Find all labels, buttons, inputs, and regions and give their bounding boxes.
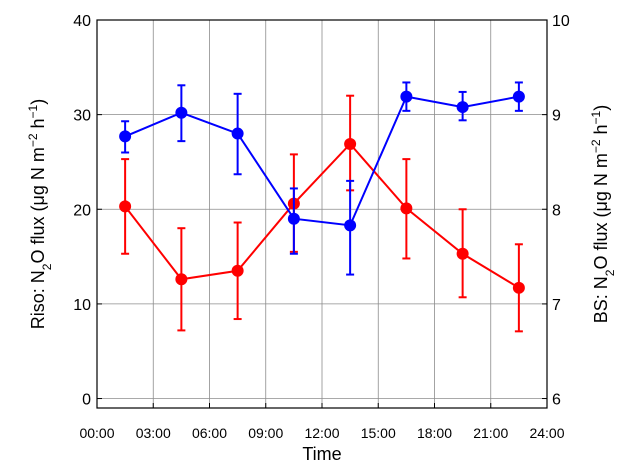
left-y-tick-label: 0 [82, 392, 91, 409]
data-point [231, 264, 244, 277]
x-tick-label: 06:00 [192, 425, 227, 441]
data-point [456, 247, 469, 260]
right-y-tick-label: 7 [552, 297, 561, 314]
right-axis-series [119, 81, 525, 276]
x-tick-label: 15:00 [361, 425, 396, 441]
data-point [175, 273, 188, 286]
x-tick-label: 12:00 [304, 425, 339, 441]
data-point [119, 130, 132, 143]
x-tick-label: 21:00 [473, 425, 508, 441]
tick-layer: 00:00 03:00 06:00 09:00 12:00 15:00 18:00 21:00… [73, 13, 570, 441]
series-line [124, 142, 520, 289]
right-y-tick-label: 8 [552, 202, 561, 219]
data-point [344, 137, 357, 150]
series-line [124, 95, 520, 227]
data-point [400, 90, 413, 103]
left-y-tick-label: 20 [73, 202, 91, 219]
x-tick-label: 24:00 [529, 425, 564, 441]
data-point [400, 202, 413, 215]
data-point [175, 106, 188, 119]
data-point [456, 101, 469, 114]
right-y-tick-label: 9 [552, 108, 561, 125]
series-layer [119, 81, 525, 333]
left-y-axis-label: Riso: N2O flux (μg N m−2 h−1) [26, 99, 54, 329]
data-point [512, 90, 525, 103]
left-y-tick-label: 30 [73, 108, 91, 125]
x-tick-label: 03:00 [136, 425, 171, 441]
left-y-tick-label: 40 [73, 13, 91, 30]
x-tick-label: 18:00 [417, 425, 452, 441]
x-axis-label: Time [302, 444, 341, 464]
right-y-axis-label: BS: N2O flux (μg N m−2 h−1) [589, 105, 617, 323]
x-tick-label: 09:00 [248, 425, 283, 441]
grid-lines [96, 19, 548, 408]
data-point [231, 127, 244, 140]
data-point [344, 219, 357, 232]
left-y-tick-label: 10 [73, 297, 91, 314]
right-y-tick-label: 6 [552, 392, 561, 409]
data-point [287, 212, 300, 225]
data-point [119, 200, 132, 213]
data-point [512, 281, 525, 294]
left-axis-series [119, 94, 525, 333]
x-tick-label: 00:00 [79, 425, 114, 441]
right-y-tick-label: 10 [552, 13, 570, 30]
